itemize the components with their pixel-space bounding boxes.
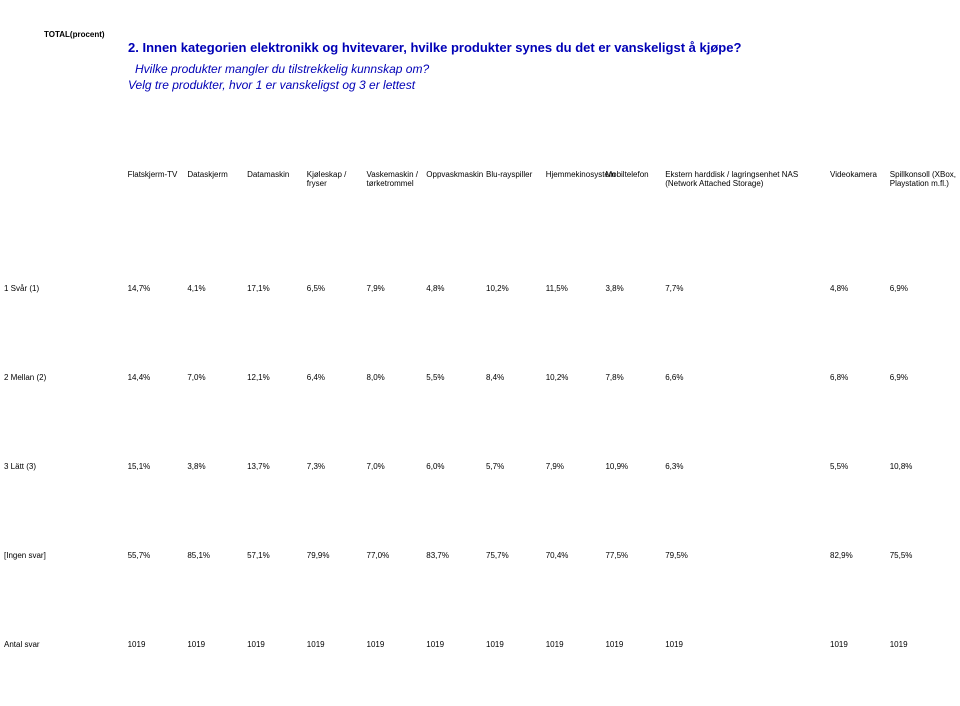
cell: 17,1% — [243, 194, 303, 333]
cell: 4,8% — [422, 194, 482, 333]
cell: 8,0% — [363, 333, 423, 422]
table-corner — [0, 170, 124, 194]
cell: 1019 — [886, 600, 960, 689]
column-header: Hjemmekinosystem — [542, 170, 602, 194]
cell: 10,2% — [542, 333, 602, 422]
cell: 57,1% — [243, 511, 303, 600]
cell: 6,0% — [422, 422, 482, 511]
question-subtext-1: Hvilke produkter mangler du tilstrekkeli… — [135, 62, 930, 76]
cell: 75,7% — [482, 511, 542, 600]
cell: 12,1% — [243, 333, 303, 422]
table-row: [Ingen svar] 55,7% 85,1% 57,1% 79,9% 77,… — [0, 511, 960, 600]
cell: 14,4% — [124, 333, 184, 422]
cell: 10,8% — [886, 422, 960, 511]
cell: 1019 — [303, 600, 363, 689]
row-label: 1 Svår (1) — [0, 194, 124, 333]
cell: 1019 — [243, 600, 303, 689]
table-row: 3 Lätt (3) 15,1% 3,8% 13,7% 7,3% 7,0% 6,… — [0, 422, 960, 511]
cell: 1019 — [422, 600, 482, 689]
column-header: Mobiltelefon — [601, 170, 661, 194]
cell: 1019 — [183, 600, 243, 689]
column-header: Oppvaskmaskin — [422, 170, 482, 194]
cell: 7,8% — [601, 333, 661, 422]
cell: 79,9% — [303, 511, 363, 600]
column-header: Vaskemaskin / tørketrommel — [363, 170, 423, 194]
cell: 10,2% — [482, 194, 542, 333]
cell: 10,9% — [601, 422, 661, 511]
total-percent-label: TOTAL(procent) — [44, 30, 105, 39]
cell: 6,3% — [661, 422, 826, 511]
row-label: 2 Mellan (2) — [0, 333, 124, 422]
table-row: Antal svar 1019 1019 1019 1019 1019 1019… — [0, 600, 960, 689]
row-label: 3 Lätt (3) — [0, 422, 124, 511]
cell: 5,7% — [482, 422, 542, 511]
table-header-row: Flatskjerm-TV Dataskjerm Datamaskin Kjøl… — [0, 170, 960, 194]
cell: 5,5% — [826, 422, 886, 511]
cell: 55,7% — [124, 511, 184, 600]
cell: 7,0% — [363, 422, 423, 511]
cell: 1019 — [542, 600, 602, 689]
cell: 6,6% — [661, 333, 826, 422]
table-row: 2 Mellan (2) 14,4% 7,0% 12,1% 6,4% 8,0% … — [0, 333, 960, 422]
cell: 1019 — [124, 600, 184, 689]
cell: 83,7% — [422, 511, 482, 600]
cell: 1019 — [363, 600, 423, 689]
column-header: Spillkonsoll (XBox, Playstation m.fl.) — [886, 170, 960, 194]
cell: 6,5% — [303, 194, 363, 333]
cell: 77,0% — [363, 511, 423, 600]
column-header: Flatskjerm-TV — [124, 170, 184, 194]
results-table: Flatskjerm-TV Dataskjerm Datamaskin Kjøl… — [0, 170, 960, 689]
column-header: Kjøleskap / fryser — [303, 170, 363, 194]
cell: 5,5% — [422, 333, 482, 422]
column-header: Datamaskin — [243, 170, 303, 194]
cell: 4,8% — [826, 194, 886, 333]
cell: 7,3% — [303, 422, 363, 511]
cell: 15,1% — [124, 422, 184, 511]
row-label: Antal svar — [0, 600, 124, 689]
cell: 82,9% — [826, 511, 886, 600]
column-header: Blu-rayspiller — [482, 170, 542, 194]
column-header: Ekstern harddisk / lagringsenhet NAS (Ne… — [661, 170, 826, 194]
cell: 6,8% — [826, 333, 886, 422]
cell: 3,8% — [183, 422, 243, 511]
question-subtext-2: Velg tre produkter, hvor 1 er vanskeligs… — [128, 78, 930, 92]
cell: 6,4% — [303, 333, 363, 422]
cell: 1019 — [826, 600, 886, 689]
cell: 11,5% — [542, 194, 602, 333]
cell: 1019 — [601, 600, 661, 689]
table-row: 1 Svår (1) 14,7% 4,1% 17,1% 6,5% 7,9% 4,… — [0, 194, 960, 333]
cell: 79,5% — [661, 511, 826, 600]
cell: 70,4% — [542, 511, 602, 600]
cell: 3,8% — [601, 194, 661, 333]
cell: 13,7% — [243, 422, 303, 511]
cell: 6,9% — [886, 194, 960, 333]
cell: 6,9% — [886, 333, 960, 422]
cell: 4,1% — [183, 194, 243, 333]
cell: 14,7% — [124, 194, 184, 333]
column-header: Videokamera — [826, 170, 886, 194]
cell: 8,4% — [482, 333, 542, 422]
column-header: Dataskjerm — [183, 170, 243, 194]
question-title: 2. Innen kategorien elektronikk og hvite… — [128, 40, 930, 55]
cell: 75,5% — [886, 511, 960, 600]
cell: 85,1% — [183, 511, 243, 600]
cell: 77,5% — [601, 511, 661, 600]
cell: 7,9% — [542, 422, 602, 511]
cell: 7,0% — [183, 333, 243, 422]
cell: 1019 — [661, 600, 826, 689]
report-page: TOTAL(procent) 2. Innen kategorien elekt… — [0, 0, 960, 706]
cell: 7,7% — [661, 194, 826, 333]
row-label: [Ingen svar] — [0, 511, 124, 600]
cell: 1019 — [482, 600, 542, 689]
cell: 7,9% — [363, 194, 423, 333]
